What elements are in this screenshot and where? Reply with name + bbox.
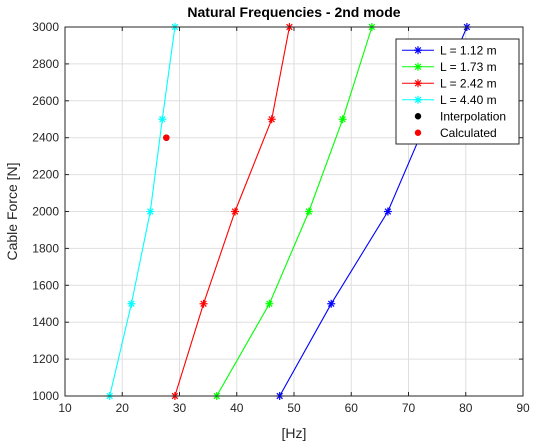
y-axis-label: Cable Force [N] [4, 162, 20, 260]
x-tick-label: 30 [173, 401, 187, 415]
y-tick-label: 2400 [32, 131, 59, 145]
legend-entry: L = 2.42 m [402, 76, 497, 90]
data-point [163, 134, 170, 141]
y-tick-label: 2000 [32, 205, 59, 219]
y-tick-label: 2600 [32, 94, 59, 108]
legend-marker [414, 79, 422, 88]
legend-label: Interpolation [440, 109, 506, 123]
y-tick-label: 1600 [32, 278, 59, 292]
legend-marker [414, 129, 422, 136]
legend-entry: L = 4.40 m [402, 93, 497, 107]
y-tick-label: 2800 [32, 57, 59, 71]
legend-marker [414, 95, 422, 104]
x-tick-label: 60 [345, 401, 359, 415]
data-point [304, 207, 313, 216]
y-tick-label: 1800 [32, 241, 59, 255]
data-point [267, 115, 276, 124]
x-tick-label: 50 [287, 401, 301, 415]
y-tick-label: 1000 [32, 389, 59, 403]
data-point [158, 115, 167, 124]
data-point [127, 299, 136, 308]
legend-label: Calculated [440, 126, 497, 140]
legend-box [395, 38, 520, 145]
data-point [146, 207, 155, 216]
legend-label: L = 2.42 m [440, 76, 497, 90]
data-point [327, 299, 336, 308]
y-tick-label: 2200 [32, 168, 59, 182]
y-tick-label: 1400 [32, 315, 59, 329]
y-tick-label: 3000 [32, 20, 59, 34]
legend-entry: L = 1.73 m [402, 60, 497, 74]
legend-marker [414, 113, 422, 120]
x-tick-label: 10 [58, 401, 72, 415]
legend-label: L = 1.73 m [440, 60, 497, 74]
legend-entry: Interpolation [414, 109, 506, 123]
x-tick-label: 90 [516, 401, 530, 415]
x-axis-label: [Hz] [282, 425, 307, 441]
x-tick-label: 20 [116, 401, 130, 415]
series-2 [170, 23, 294, 400]
legend-label: L = 4.40 m [440, 93, 497, 107]
data-point [231, 207, 240, 216]
data-point [383, 207, 392, 216]
ticks: 10 20 30 40 50 60 70 80 90 1000 1200 1400 1600 1800 20… [32, 20, 530, 415]
legend-marker [414, 62, 422, 71]
x-tick-label: 80 [459, 401, 473, 415]
series-layer [105, 23, 471, 400]
data-point [265, 299, 274, 308]
legend-entry: Calculated [414, 126, 497, 140]
x-tick-label: 70 [402, 401, 416, 415]
y-tick-label: 1200 [32, 352, 59, 366]
legend-label: L = 1.12 m [440, 43, 497, 57]
legend-marker [414, 46, 422, 55]
series-5 [163, 134, 170, 141]
x-tick-label: 40 [230, 401, 244, 415]
data-point [338, 115, 347, 124]
legend-entry: L = 1.12 m [402, 43, 497, 57]
chart-title: Natural Frequencies - 2nd mode [187, 4, 400, 20]
legend: L = 1.12 m L = 1.73 m L = 2.42 m L = 4.40 m… [395, 38, 520, 145]
data-point [199, 299, 208, 308]
